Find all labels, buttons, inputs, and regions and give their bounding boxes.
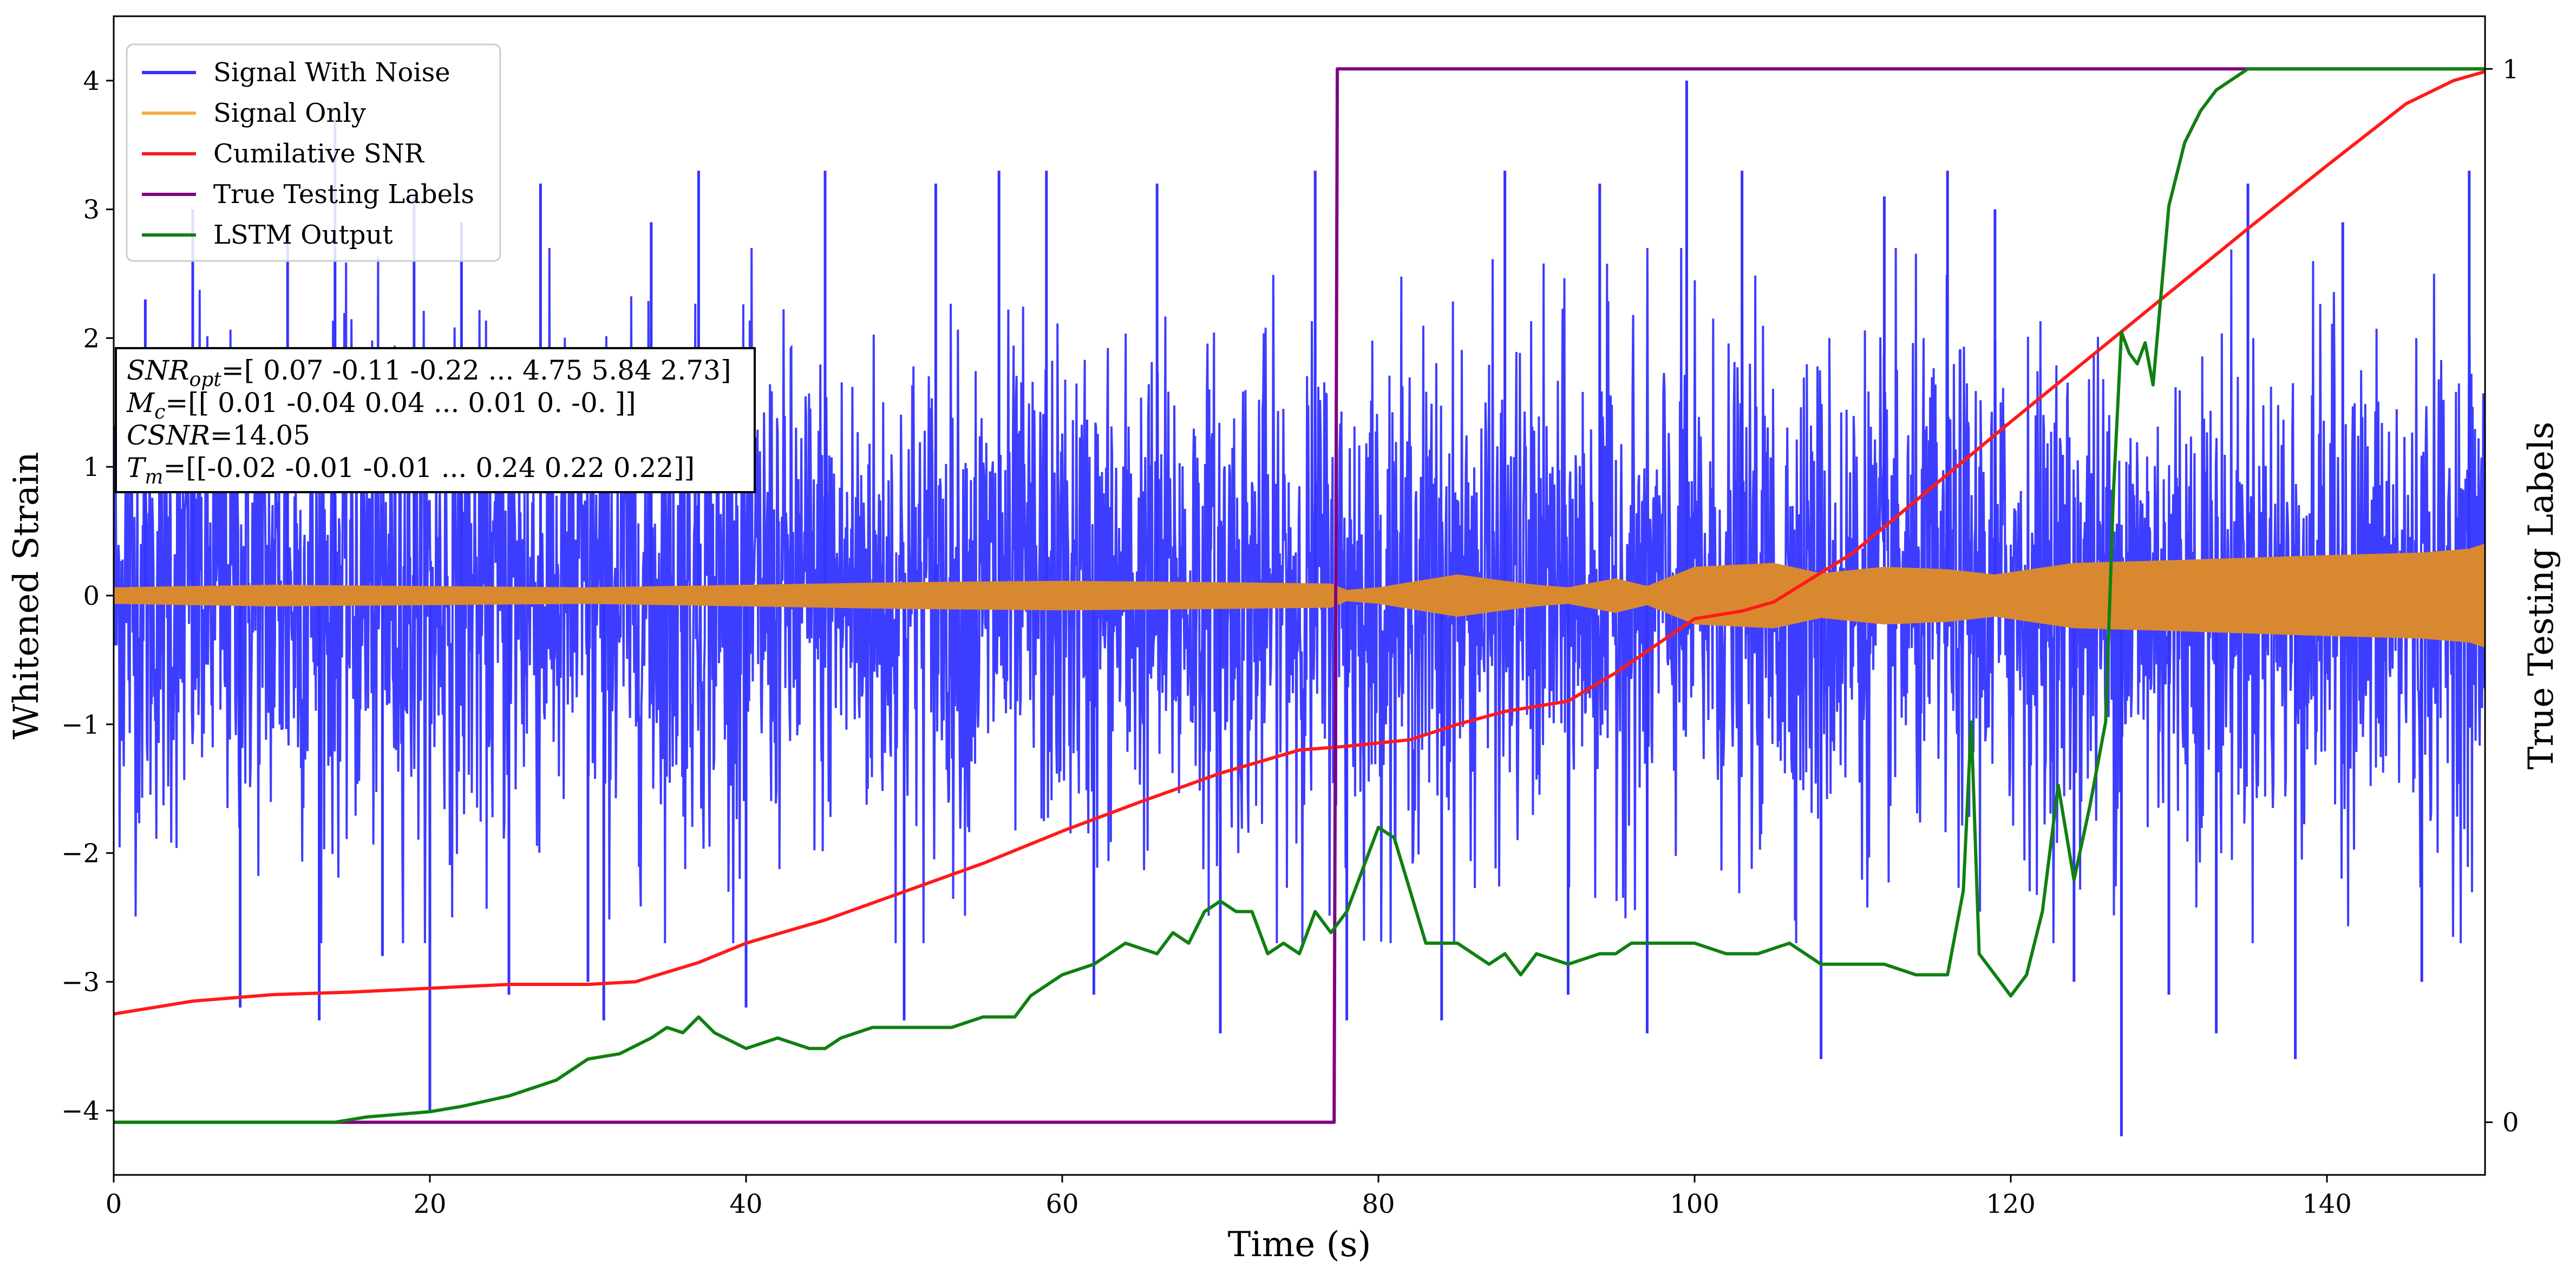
y-tick-label: −3 [61,967,100,997]
annotation-line: Mc=[[ 0.01 -0.04 0.04 ... 0.01 0. -0. ]] [126,387,636,423]
legend-label: Signal With Noise [213,57,450,88]
annotation-subscript: c [154,401,165,423]
y-tick-label: 3 [83,195,100,225]
legend-label: Cumilative SNR [213,139,425,169]
annotation-symbol: T [127,452,147,484]
y-axis-right-label: True Testing Labels [2521,422,2561,770]
annotation-line: CSNR=14.05 [127,420,310,451]
annotation-line: Tm=[[-0.02 -0.01 -0.01 ... 0.24 0.22 0.2… [127,452,695,488]
y-right-tick-label: 1 [2502,54,2519,84]
x-tick-label: 40 [729,1189,762,1219]
annotation-frame [115,347,756,493]
x-tick-label: 100 [1670,1189,1719,1219]
cumulative-snr-series-line [114,70,2485,1016]
y-tick-label: 4 [83,66,100,96]
legend-label: True Testing Labels [213,179,474,210]
annotation-symbol: CSNR [127,420,210,451]
annotation-value: =[ 0.07 -0.11 -0.22 ... 4.75 5.84 2.73] [221,355,731,386]
annotation-line: SNRopt=[ 0.07 -0.11 -0.22 ... 4.75 5.84 … [127,355,731,391]
lstm-output-series-line [114,67,2485,1124]
y-tick-label: 0 [83,581,100,611]
legend-box [126,43,501,262]
x-tick-label: 80 [1362,1189,1395,1219]
true-labels-series-line [114,67,2485,1124]
annotation-box: SNRopt=[ 0.07 -0.11 -0.22 ... 4.75 5.84 … [115,347,756,493]
annotation-value: =[[ 0.01 -0.04 0.04 ... 0.01 0. -0. ]] [165,387,636,419]
legend-label: LSTM Output [213,220,393,250]
series-layer [114,67,2485,1136]
x-tick-label: 140 [2302,1189,2352,1219]
legend: Signal With Noise Signal Only Cumilative S… [126,43,501,262]
annotation-symbol: M [126,387,155,419]
y-axis-label: Whitened Strain [6,452,47,739]
x-tick-label: 60 [1045,1189,1078,1219]
signal-only-series-band [114,543,2485,648]
annotation-symbol: SNR [127,355,189,386]
annotation-subscript: opt [189,369,222,391]
x-tick-label: 120 [1986,1189,2036,1219]
y-tick-label: 2 [83,323,100,354]
y-tick-label: −1 [61,710,100,740]
y-tick-label: −4 [61,1096,100,1126]
x-tick-label: 20 [413,1189,446,1219]
annotation-value: =14.05 [210,420,310,451]
annotation-subscript: m [145,466,163,488]
y-right-tick-label: 0 [2502,1108,2519,1138]
y-tick-label: 1 [83,452,100,482]
legend-label: Signal Only [213,98,366,128]
x-tick-label: 0 [106,1189,122,1219]
x-axis-label: Time (s) [1228,1225,1371,1265]
y-tick-label: −2 [61,839,100,869]
annotation-value: =[[-0.02 -0.01 -0.01 ... 0.24 0.22 0.22]… [164,452,695,484]
